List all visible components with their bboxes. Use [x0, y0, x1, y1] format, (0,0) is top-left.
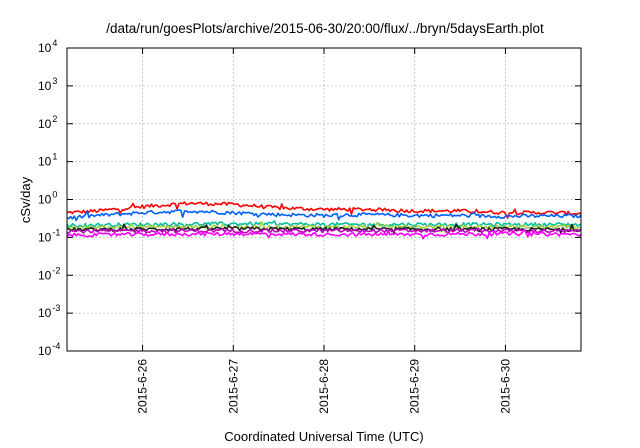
x-tick-label: 2015-6-29 — [408, 359, 422, 414]
series-line — [66, 209, 582, 222]
chart-title: /data/run/goesPlots/archive/2015-06-30/2… — [106, 21, 544, 36]
series-line — [67, 201, 582, 219]
y-axis-ticks: 10-4 10-3 10-2 10-1 100 101 102 103 104 — [38, 38, 581, 358]
plot-frame — [66, 47, 582, 352]
series-line — [66, 223, 582, 234]
x-tick-label: 2015-6-27 — [226, 359, 240, 414]
series-line — [66, 228, 582, 240]
y-tick-label: 101 — [38, 152, 57, 169]
y-tick-label: 100 — [38, 190, 57, 207]
y-tick-label: 10-4 — [38, 341, 60, 358]
y-tick-label: 103 — [38, 76, 57, 93]
x-tick-label: 2015-6-26 — [136, 359, 150, 414]
y-axis-label: cSv/day — [18, 176, 33, 223]
data-series — [66, 201, 582, 240]
x-tick-label: 2015-6-28 — [317, 359, 331, 414]
y-tick-label: 102 — [38, 114, 57, 131]
x-axis-label: Coordinated Universal Time (UTC) — [224, 429, 423, 444]
grid-lines — [67, 48, 581, 351]
x-axis-ticks: 2015-6-26 2015-6-27 2015-6-28 2015-6-29 2015… — [136, 48, 512, 414]
y-tick-label: 104 — [38, 38, 57, 55]
x-tick-label: 2015-6-30 — [498, 359, 512, 414]
y-tick-label: 10-1 — [38, 227, 60, 244]
y-tick-label: 10-3 — [38, 303, 60, 320]
y-tick-label: 10-2 — [38, 265, 60, 282]
